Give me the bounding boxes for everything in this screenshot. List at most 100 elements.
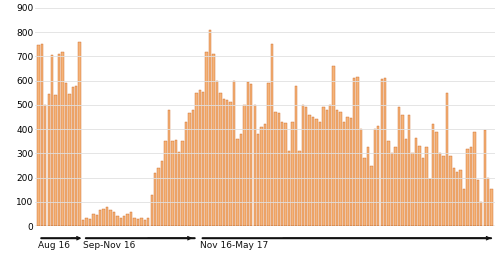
Bar	[54, 95, 57, 226]
Bar	[82, 220, 84, 226]
Bar	[99, 210, 102, 226]
Bar	[78, 42, 81, 226]
Bar	[257, 134, 260, 226]
Bar	[391, 153, 393, 226]
Bar	[490, 189, 493, 226]
Bar	[212, 54, 214, 226]
Bar	[346, 117, 348, 226]
Bar	[292, 122, 294, 226]
Bar	[137, 219, 139, 226]
Bar	[332, 66, 335, 226]
Bar	[367, 147, 369, 226]
Bar	[92, 214, 94, 226]
Bar	[340, 112, 342, 226]
Bar	[415, 138, 417, 226]
Bar	[463, 189, 466, 226]
Text: Nov 16-May 17: Nov 16-May 17	[200, 241, 268, 250]
Bar	[147, 218, 150, 226]
Bar	[236, 139, 238, 226]
Bar	[384, 78, 386, 226]
Bar	[44, 105, 46, 226]
Bar	[377, 125, 380, 226]
Bar	[150, 195, 153, 226]
Bar	[404, 139, 407, 226]
Bar	[274, 112, 276, 226]
Text: Aug 16: Aug 16	[38, 241, 70, 250]
Bar	[134, 218, 136, 226]
Bar	[350, 118, 352, 226]
Bar	[140, 218, 142, 226]
Bar	[487, 178, 490, 226]
Bar	[370, 165, 372, 226]
Bar	[243, 105, 246, 226]
Bar	[206, 52, 208, 226]
Bar	[336, 110, 338, 226]
Bar	[288, 151, 290, 226]
Bar	[182, 141, 184, 226]
Bar	[37, 45, 40, 226]
Bar	[233, 81, 235, 226]
Bar	[126, 214, 129, 226]
Bar	[130, 212, 132, 226]
Bar	[88, 219, 91, 226]
Bar	[343, 122, 345, 226]
Text: Sep-Nov 16: Sep-Nov 16	[83, 241, 136, 250]
Bar	[246, 82, 249, 226]
Bar	[470, 147, 472, 226]
Bar	[476, 180, 479, 226]
Bar	[75, 85, 78, 226]
Bar	[250, 84, 252, 226]
Bar	[216, 81, 218, 226]
Bar	[154, 173, 156, 226]
Bar	[436, 132, 438, 226]
Bar	[72, 87, 74, 226]
Bar	[40, 44, 43, 226]
Bar	[412, 153, 414, 226]
Bar	[428, 179, 431, 226]
Bar	[356, 77, 359, 226]
Bar	[442, 156, 444, 226]
Bar	[58, 54, 60, 226]
Bar	[62, 52, 64, 226]
Bar	[408, 115, 410, 226]
Bar	[473, 132, 476, 226]
Bar	[449, 156, 452, 226]
Bar	[270, 44, 273, 226]
Bar	[460, 170, 462, 226]
Bar	[106, 207, 108, 226]
Bar	[198, 90, 201, 226]
Bar	[113, 212, 115, 226]
Bar	[466, 149, 468, 226]
Bar	[425, 147, 428, 226]
Bar	[222, 99, 225, 226]
Bar	[439, 153, 442, 226]
Bar	[294, 85, 297, 226]
Bar	[329, 105, 332, 226]
Bar	[240, 134, 242, 226]
Bar	[264, 124, 266, 226]
Bar	[174, 140, 177, 226]
Bar	[394, 147, 396, 226]
Bar	[164, 141, 166, 226]
Bar	[418, 146, 420, 226]
Bar	[171, 141, 173, 226]
Bar	[110, 210, 112, 226]
Bar	[96, 215, 98, 226]
Bar	[281, 122, 283, 226]
Bar	[374, 129, 376, 226]
Bar	[209, 30, 212, 226]
Bar	[219, 93, 222, 226]
Bar	[302, 105, 304, 226]
Bar	[120, 218, 122, 226]
Bar	[144, 220, 146, 226]
Bar	[278, 113, 280, 226]
Bar	[398, 107, 400, 226]
Bar	[86, 218, 87, 226]
Bar	[316, 119, 318, 226]
Bar	[380, 79, 383, 226]
Bar	[158, 168, 160, 226]
Bar	[422, 158, 424, 226]
Bar	[230, 103, 232, 226]
Bar	[322, 107, 324, 226]
Bar	[123, 216, 126, 226]
